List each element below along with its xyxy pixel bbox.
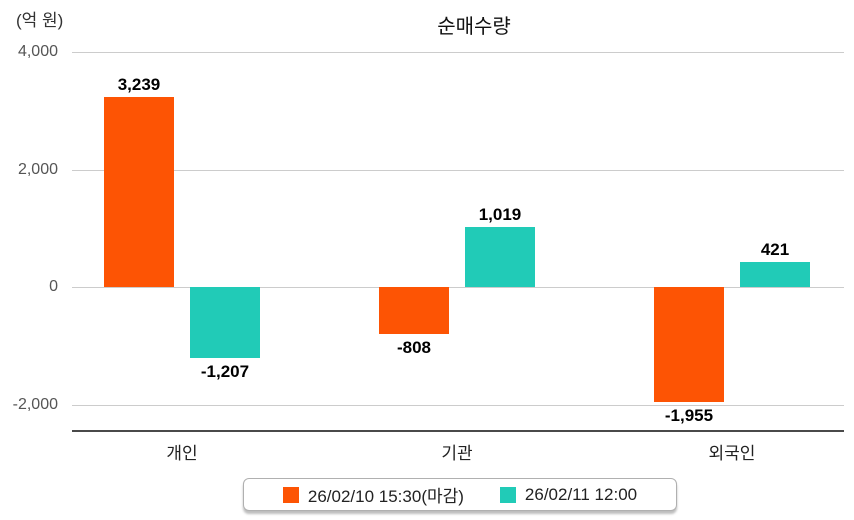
legend-swatch-series1 — [282, 486, 299, 503]
legend-label-series2: 26/02/11 12:00 — [524, 484, 638, 504]
bar-value-label: -1,207 — [200, 362, 250, 381]
gridline — [72, 287, 844, 288]
bar-value-label: 1,019 — [478, 205, 522, 224]
bar-series1 — [379, 287, 449, 334]
y-tick-label: 0 — [49, 278, 58, 295]
y-tick-label: 4,000 — [17, 43, 58, 60]
bar-value-label: 421 — [760, 240, 790, 259]
gridline — [72, 52, 844, 53]
legend-label-series1: 26/02/10 15:30(마감) — [307, 487, 464, 506]
x-axis-line — [72, 430, 844, 432]
bar-series2 — [740, 262, 810, 287]
bar-value-label: -1,955 — [664, 406, 714, 425]
y-axis-unit-label: (억 원) — [16, 11, 64, 30]
bar-series1 — [654, 287, 724, 402]
x-category-label: 개인 — [166, 444, 198, 463]
x-category-label: 외국인 — [708, 444, 756, 463]
gridline — [72, 170, 844, 171]
legend: 26/02/10 15:30(마감) 26/02/11 12:00 — [243, 478, 677, 511]
bar-value-label: -808 — [396, 338, 432, 357]
bar-series1 — [104, 97, 174, 287]
y-tick-label: -2,000 — [12, 396, 58, 413]
chart-title: 순매수량 — [437, 16, 511, 38]
bar-value-label: 3,239 — [117, 75, 161, 94]
x-category-label: 기관 — [441, 444, 473, 463]
gridline — [72, 405, 844, 406]
y-tick-label: 2,000 — [17, 161, 58, 178]
bar-series2 — [465, 227, 535, 287]
legend-swatch-series2 — [499, 486, 516, 503]
legend-item: 26/02/10 15:30(마감) — [282, 482, 464, 507]
bar-series2 — [190, 287, 260, 358]
legend-item: 26/02/11 12:00 — [499, 484, 638, 505]
